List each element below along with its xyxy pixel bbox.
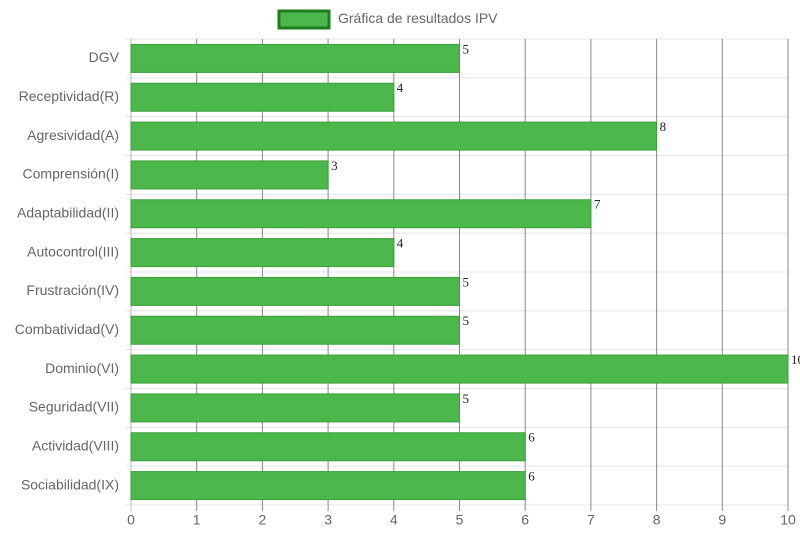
y-tick-label: Adaptabilidad(II) [17, 204, 119, 220]
bar [130, 354, 789, 384]
x-tick-label: 0 [127, 512, 135, 528]
bar [130, 121, 658, 151]
y-tick-label: Sociabilidad(IX) [21, 476, 119, 492]
data-label: 10 [791, 352, 800, 367]
x-tick-label: 6 [521, 512, 529, 528]
data-label: 6 [528, 469, 535, 484]
data-label: 5 [463, 274, 470, 289]
y-tick-label: Dominio(VI) [45, 360, 119, 376]
bar [130, 43, 460, 73]
data-label: 6 [528, 430, 535, 445]
bar [130, 160, 329, 190]
bar [130, 199, 592, 229]
y-tick-label: Actividad(VIII) [32, 437, 119, 453]
y-tick-label: Agresividad(A) [27, 127, 119, 143]
y-tick-label: DGV [89, 49, 120, 65]
bar [130, 276, 460, 306]
y-tick-label: Autocontrol(III) [27, 243, 119, 259]
bar [130, 315, 460, 345]
x-tick-label: 1 [193, 512, 201, 528]
y-tick-label: Combatividad(V) [15, 321, 119, 337]
bar [130, 238, 395, 268]
bar [130, 82, 395, 112]
y-tick-label: Receptividad(R) [19, 88, 119, 104]
x-tick-label: 5 [456, 512, 464, 528]
bar [130, 471, 526, 501]
x-tick-label: 2 [259, 512, 267, 528]
y-tick-label: Frustración(IV) [26, 282, 119, 298]
legend-swatch [277, 9, 331, 30]
data-label: 8 [660, 119, 667, 134]
data-label: 5 [463, 41, 470, 56]
x-tick-label: 9 [718, 512, 726, 528]
data-label: 4 [397, 236, 404, 251]
x-tick-label: 7 [587, 512, 595, 528]
data-label: 5 [463, 313, 470, 328]
x-tick-label: 4 [390, 512, 398, 528]
data-label: 7 [594, 197, 601, 212]
data-label: 4 [397, 80, 404, 95]
x-tick-label: 8 [653, 512, 661, 528]
legend-label: Gráfica de resultados IPV [338, 10, 498, 26]
x-tick-label: 3 [324, 512, 332, 528]
data-label: 3 [331, 158, 338, 173]
y-tick-label: Seguridad(VII) [29, 399, 119, 415]
y-tick-label: Comprensión(I) [23, 166, 119, 182]
bar [130, 393, 460, 423]
bar [130, 432, 526, 462]
data-label: 5 [463, 391, 470, 406]
x-tick-label: 10 [780, 512, 796, 528]
